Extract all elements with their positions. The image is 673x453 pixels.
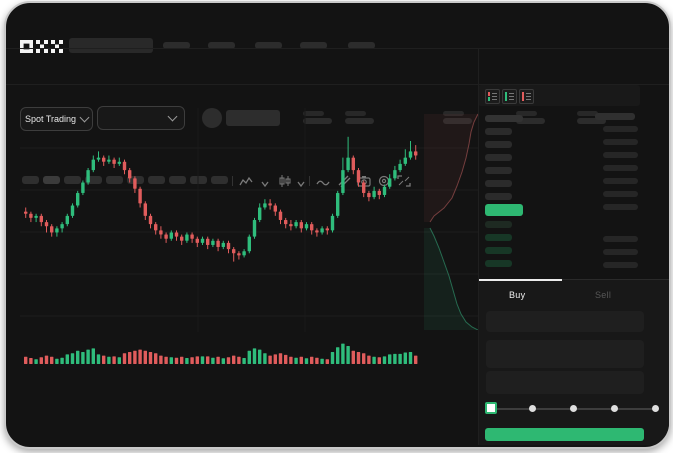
nav-search-placeholder[interactable] <box>69 38 153 53</box>
timeframe-slot[interactable] <box>43 176 60 184</box>
ask-size-placeholder <box>603 204 638 210</box>
trading-app-screen: Spot Trading <box>6 3 669 447</box>
timeframe-slot[interactable] <box>106 176 123 184</box>
ask-price-placeholder <box>485 141 512 148</box>
slider-dot[interactable] <box>570 405 577 412</box>
pair-selector-dropdown[interactable] <box>97 106 185 130</box>
timeframe-slot[interactable] <box>64 176 81 184</box>
nav-item-slot[interactable] <box>300 42 327 49</box>
ob-right-header-placeholder <box>595 113 635 120</box>
book-bids-icon[interactable] <box>502 89 517 104</box>
nav-item-slot[interactable] <box>255 42 282 49</box>
timeframe-slot[interactable] <box>169 176 186 184</box>
ob-left-header-placeholder <box>485 115 523 122</box>
stat-label-placeholder <box>443 111 464 116</box>
ask-size-placeholder <box>603 139 638 145</box>
slider-dot[interactable] <box>529 405 536 412</box>
timeframe-slot[interactable] <box>148 176 165 184</box>
orderbook-toolbar <box>478 85 640 106</box>
slider-dot[interactable] <box>485 402 497 414</box>
okx-logo[interactable] <box>20 40 64 53</box>
stat-label-placeholder <box>516 111 537 116</box>
nav-item-slot[interactable] <box>208 42 235 49</box>
book-asks-icon[interactable] <box>519 89 534 104</box>
ask-price-placeholder <box>485 193 512 200</box>
ask-price-placeholder <box>485 167 512 174</box>
ask-price-placeholder <box>485 180 512 187</box>
amount-slider[interactable] <box>479 399 669 419</box>
buy-submit-button[interactable] <box>485 428 644 441</box>
bottom-section <box>6 384 478 445</box>
ask-price-placeholder <box>485 128 512 135</box>
stat-value-placeholder <box>516 118 545 124</box>
ask-size-placeholder <box>603 191 638 197</box>
indicators-icon[interactable] <box>239 176 253 188</box>
top-nav <box>6 14 669 53</box>
stat-label-placeholder <box>303 111 324 116</box>
timeframe-slot[interactable] <box>211 176 228 184</box>
market-selector-label: Spot Trading <box>24 114 77 124</box>
ask-size-placeholder <box>603 126 638 132</box>
stat-value-placeholder <box>443 118 472 124</box>
bid-price-placeholder <box>485 221 512 228</box>
pair-avatar <box>202 108 222 128</box>
chevron-down-icon[interactable] <box>261 178 269 190</box>
bid-price-placeholder <box>485 234 512 241</box>
total-input[interactable] <box>486 371 644 394</box>
slider-dot[interactable] <box>652 405 659 412</box>
device-frame: Spot Trading <box>4 1 671 449</box>
slider-dot[interactable] <box>611 405 618 412</box>
bid-price-placeholder <box>485 247 512 254</box>
timeframe-slot[interactable] <box>22 176 39 184</box>
depth-overlay <box>424 110 478 330</box>
ask-size-placeholder <box>603 165 638 171</box>
amount-input[interactable] <box>486 340 644 368</box>
book-all-icon[interactable] <box>485 89 500 104</box>
chart-toolbar <box>6 86 478 188</box>
buy-tab-underline <box>479 279 562 281</box>
bid-size-placeholder <box>603 236 638 242</box>
stat-label-placeholder <box>345 111 366 116</box>
last-price-highlight[interactable] <box>485 204 523 216</box>
bid-price-placeholder <box>485 260 512 267</box>
fullscreen-icon[interactable] <box>397 175 411 187</box>
ask-size-placeholder <box>603 152 638 158</box>
timeframe-slot[interactable] <box>85 176 102 184</box>
price-input[interactable] <box>486 311 644 332</box>
ask-price-placeholder <box>485 154 512 161</box>
ask-size-placeholder <box>603 178 638 184</box>
volume-pane[interactable] <box>20 338 478 366</box>
bid-size-placeholder <box>603 249 638 255</box>
stat-value-placeholder <box>345 118 374 124</box>
market-header: Spot Trading <box>6 50 669 131</box>
stat-value-placeholder <box>577 118 606 124</box>
chevron-down-icon[interactable] <box>297 178 305 190</box>
nav-item-slot[interactable] <box>163 42 190 49</box>
tab-sell[interactable]: Sell <box>595 290 612 300</box>
candlestick-chart[interactable] <box>20 108 478 332</box>
order-book <box>478 106 669 279</box>
order-form: Buy Sell <box>479 279 669 445</box>
stat-value-placeholder <box>303 118 332 124</box>
bid-size-placeholder <box>603 262 638 268</box>
line-style-icon[interactable] <box>316 177 330 189</box>
pair-name-placeholder <box>226 110 280 126</box>
nav-item-slot[interactable] <box>348 42 375 49</box>
market-selector-button[interactable]: Spot Trading <box>20 107 93 131</box>
stat-label-placeholder <box>577 111 598 116</box>
candle-type-icon[interactable] <box>278 175 292 187</box>
tab-buy[interactable]: Buy <box>509 290 526 300</box>
